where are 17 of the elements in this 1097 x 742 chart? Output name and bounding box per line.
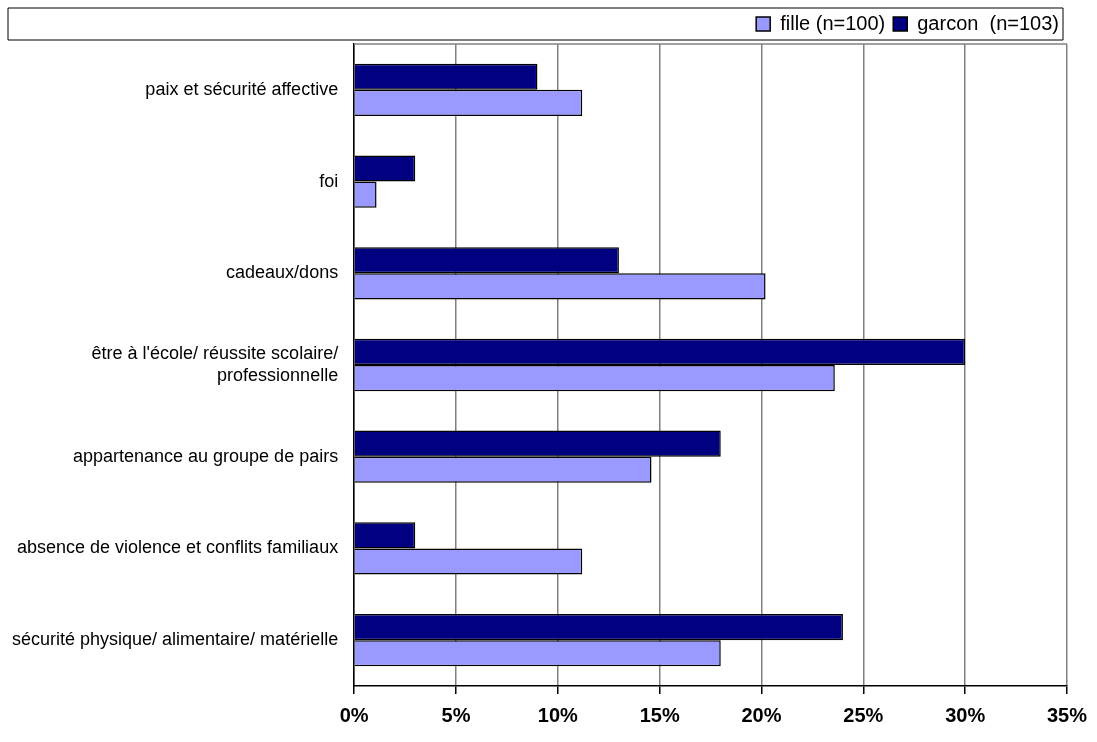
x-tick-label: 10%: [537, 703, 579, 726]
legend-label: garcon (n=103): [917, 11, 1060, 34]
y-tick-label: paix et sécurité affective: [145, 78, 339, 99]
x-tick-label: 5%: [441, 703, 471, 726]
x-tick-label: 0%: [339, 703, 369, 726]
legend-label: fille (n=100): [780, 11, 886, 34]
y-tick-label: absence de violence et conflits familiaux: [16, 537, 339, 558]
y-tick-label: foi: [319, 170, 339, 191]
y-tick-label: sécurité physique/ alimentaire/ matérielle: [12, 629, 339, 650]
x-tick-label: 15%: [639, 703, 680, 726]
y-tick-label: être à l'école/ réussite scolaire/ professionnelle: [91, 343, 339, 385]
x-tick-label: 35%: [1046, 703, 1088, 726]
x-tick-label: 30%: [945, 703, 986, 726]
y-tick-label: cadeaux/dons: [226, 262, 339, 283]
y-tick-label: appartenance au groupe de pairs: [72, 445, 339, 466]
x-tick-label: 20%: [741, 703, 782, 726]
x-tick-label: 25%: [843, 703, 884, 726]
